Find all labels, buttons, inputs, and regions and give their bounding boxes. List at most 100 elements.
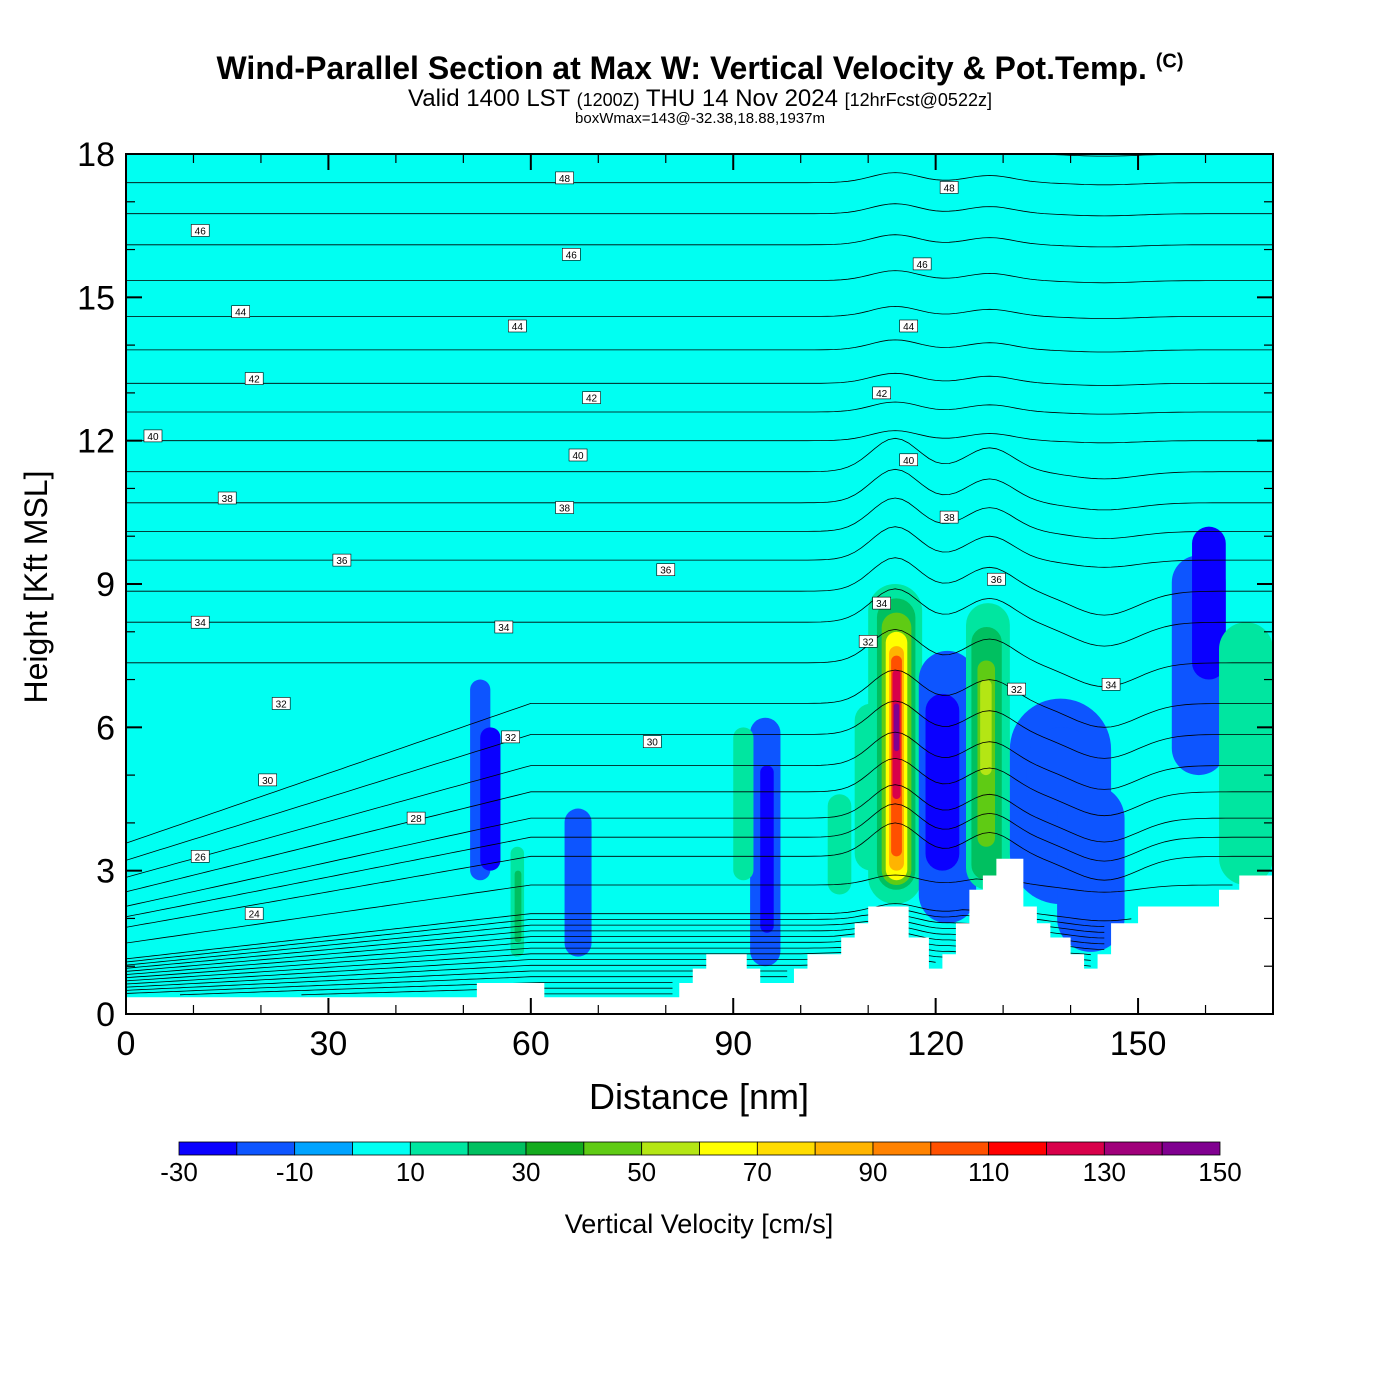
velocity-cell — [321, 173, 396, 369]
theta-label-text: 32 — [863, 637, 875, 648]
theta-contour — [126, 172, 1273, 186]
colorbar-tick-label: 110 — [968, 1157, 1009, 1187]
theta-label-box — [1101, 678, 1121, 691]
theta-contour — [126, 430, 1273, 444]
theta-contour — [126, 270, 1273, 284]
theta-label: 34 — [1101, 678, 1121, 691]
theta-label-box — [258, 773, 277, 787]
theta-label-text: 34 — [195, 618, 207, 629]
theta-label: 26 — [190, 850, 210, 863]
theta-label: 28 — [406, 811, 426, 825]
velocity-cell — [416, 163, 477, 346]
theta-contour — [126, 401, 1273, 415]
x-tick-label: 60 — [512, 1025, 550, 1063]
theta-label-box — [858, 635, 878, 648]
theta-label-box — [555, 171, 574, 185]
theta-contour — [126, 933, 1105, 975]
theta-label-text: 32 — [276, 699, 288, 710]
velocity-cell — [254, 574, 268, 623]
theta-label-text: 48 — [944, 183, 956, 194]
theta-label-text: 44 — [903, 322, 915, 333]
theta-label-text: 28 — [411, 814, 423, 825]
theta-label: 46 — [190, 224, 210, 237]
boxwmax-info: boxWmax=143@-32.38,18.88,1937m — [575, 110, 825, 127]
theta-label-box — [217, 491, 237, 505]
colorbar-tick-label: 10 — [396, 1157, 425, 1187]
velocity-cell — [760, 765, 774, 933]
theta-label: 32 — [1007, 682, 1026, 696]
colorbar-swatch — [1046, 1141, 1105, 1156]
theta-label-text: 42 — [876, 389, 888, 400]
theta-label-box — [912, 257, 932, 271]
theta-label-text: 34 — [876, 599, 888, 610]
theta-label-text: 24 — [249, 910, 261, 921]
theta-contour — [126, 731, 1273, 878]
colorbar-tick-label: 50 — [627, 1157, 656, 1187]
theta-label: 42 — [872, 386, 891, 400]
theta-label: 42 — [244, 372, 264, 386]
theta-label-text: 44 — [235, 308, 247, 319]
colorbar-tick-label: 30 — [512, 1157, 541, 1187]
theta-contour — [126, 927, 1105, 972]
theta-label-text: 30 — [647, 738, 659, 749]
theta-label: 32 — [501, 730, 520, 744]
forecast-info: [12hrFcst@0522z] — [844, 90, 992, 110]
theta-label: 34 — [494, 620, 514, 634]
theta-label-box — [872, 596, 891, 610]
y-tick-label: 3 — [96, 853, 115, 891]
theta-label-box — [190, 615, 210, 629]
velocity-cell — [800, 163, 869, 369]
theta-label-box — [143, 429, 163, 443]
theta-label-box — [244, 907, 264, 920]
theta-contour — [126, 372, 1273, 386]
theta-contour — [126, 339, 1273, 353]
colorbar-tick-label: -30 — [160, 1157, 198, 1187]
colorbar-swatch — [467, 1141, 527, 1156]
theta-label-box — [872, 386, 891, 400]
colorbar-swatch — [352, 1141, 411, 1156]
y-tick-label: 18 — [77, 136, 115, 174]
theta-label: 40 — [568, 448, 588, 462]
colorbar-swatch — [178, 1141, 238, 1156]
y-axis-label: Height [Kft MSL] — [18, 471, 54, 704]
colorbar-swatch — [814, 1141, 874, 1156]
theta-label-box — [190, 224, 210, 237]
velocity-field — [126, 154, 1273, 1014]
velocity-cell — [1057, 784, 1125, 952]
y-tick-label: 6 — [96, 709, 115, 747]
colorbar-swatch — [641, 1141, 700, 1156]
velocity-cell — [1192, 526, 1226, 680]
velocity-cell — [480, 727, 501, 871]
theta-label: 38 — [939, 510, 959, 524]
valid-date: THU 14 Nov 2024 — [645, 85, 838, 112]
theta-contour — [126, 960, 936, 988]
theta-label-box — [332, 553, 352, 567]
theta-label: 40 — [899, 453, 918, 467]
theta-label-box — [939, 510, 959, 524]
colorbar: -30 -10 10 30 50 70 90 110 130 150 — [160, 1141, 1242, 1187]
velocity-cell — [514, 870, 522, 943]
theta-contour — [126, 916, 1105, 966]
theta-contour — [126, 910, 1105, 963]
theta-label-box — [231, 305, 250, 318]
theta-contour — [126, 305, 1273, 320]
theta-label-text: 32 — [1011, 685, 1023, 696]
x-axis-label: Distance [nm] — [589, 1076, 809, 1117]
theta-label-text: 36 — [660, 566, 672, 577]
theta-contour — [126, 203, 1273, 217]
colorbar-swatch — [1161, 1141, 1221, 1156]
theta-label-box — [939, 181, 959, 194]
theta-contour — [126, 822, 1273, 928]
chart-title-text: Wind-Parallel Section at Max W: Vertical… — [216, 50, 1147, 86]
y-tick-label: 0 — [96, 996, 115, 1034]
theta-label: 38 — [555, 501, 574, 515]
theta-label: 34 — [190, 615, 210, 629]
terrain-mask — [126, 858, 1273, 1014]
theta-label-box — [899, 453, 918, 467]
theta-contour — [126, 497, 1273, 540]
theta-label: 46 — [912, 257, 932, 271]
theta-contour-labels: 48 48 46 46 46 44 44 44 42 42 42 40 40 40 38 38 38 36 36 36… — [143, 171, 1121, 921]
velocity-cell — [980, 679, 992, 776]
terrain — [126, 858, 1273, 1014]
